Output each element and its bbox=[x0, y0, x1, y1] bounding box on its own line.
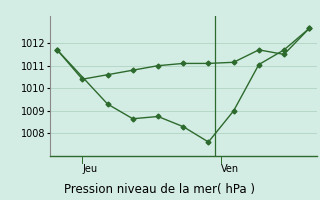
Text: Pression niveau de la mer( hPa ): Pression niveau de la mer( hPa ) bbox=[65, 183, 255, 196]
Text: Jeu: Jeu bbox=[82, 164, 98, 174]
Text: Ven: Ven bbox=[221, 164, 239, 174]
